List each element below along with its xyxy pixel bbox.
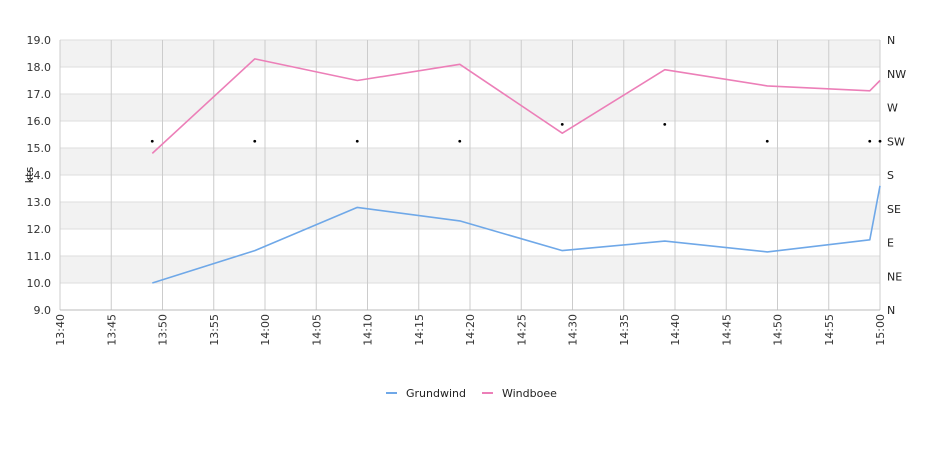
direction-point (560, 122, 564, 126)
y-tick-label: 16.0 (27, 115, 52, 128)
series-line-windboee (151, 58, 881, 154)
x-tick-label: 13:45 (105, 314, 118, 346)
direction-point (458, 139, 462, 143)
y-tick-label: 9.0 (34, 304, 52, 317)
legend-label: Grundwind (406, 387, 466, 400)
x-tick-label: 14:50 (772, 314, 785, 346)
direction-point (150, 139, 154, 143)
axes-layer: 9.0 10.0 11.0 12.0 13.0 14.0 15.0 16.0 17.0 18.0 1… (27, 34, 907, 346)
y-tick-label: 18.0 (27, 61, 52, 74)
x-tick-label: 14:40 (669, 314, 682, 346)
direction-point (663, 122, 667, 126)
x-tick-label: 13:55 (208, 314, 221, 346)
x-tick-label: 14:15 (413, 314, 426, 346)
direction-tick-label: NW (887, 68, 906, 81)
direction-point (878, 139, 882, 143)
y-tick-label: 10.0 (27, 277, 52, 290)
direction-tick-label: N (887, 304, 895, 317)
direction-tick-label: NE (887, 270, 902, 283)
direction-point (253, 139, 257, 143)
y-tick-label: 15.0 (27, 142, 52, 155)
grid-lines (59, 39, 881, 311)
direction-tick-label: W (887, 102, 898, 115)
series-line-grundwind (152, 185, 881, 284)
x-tick-label: 14:45 (720, 314, 733, 346)
legend-label: Windboee (502, 387, 557, 400)
legend-item-windboee[interactable]: Windboee (481, 387, 557, 400)
x-tick-label: 14:10 (362, 314, 375, 346)
y-axis-title: kts (23, 167, 36, 184)
direction-point (868, 139, 872, 143)
direction-point (355, 139, 359, 143)
x-tick-label: 14:30 (567, 314, 580, 346)
direction-tick-label: E (887, 237, 894, 250)
y-tick-label: 13.0 (27, 196, 52, 209)
x-tick-label: 13:50 (157, 314, 170, 346)
y-tick-label: 11.0 (27, 250, 52, 263)
series-layer (151, 58, 881, 284)
x-tick-label: 14:20 (464, 314, 477, 346)
y-tick-label: 14.0 (27, 169, 52, 182)
x-tick-label: 14:25 (515, 314, 528, 346)
direction-tick-label: S (887, 169, 894, 182)
x-tick-label: 14:00 (259, 314, 272, 346)
y-tick-label: 12.0 (27, 223, 52, 236)
direction-tick-label: SE (887, 203, 901, 216)
x-tick-label: 14:55 (823, 314, 836, 346)
y-tick-label: 19.0 (27, 34, 52, 47)
direction-tick-label: SW (887, 135, 905, 148)
x-tick-label: 15:00 (874, 314, 887, 346)
x-tick-label: 14:35 (618, 314, 631, 346)
direction-tick-label: N (887, 34, 895, 47)
x-tick-label: 14:05 (310, 314, 323, 346)
legend: Grundwind Windboee (386, 387, 557, 400)
y-tick-label: 17.0 (27, 88, 52, 101)
legend-item-grundwind[interactable]: Grundwind (386, 387, 466, 400)
direction-points (150, 122, 882, 143)
direction-point (765, 139, 769, 143)
x-tick-label: 13:40 (54, 314, 67, 346)
